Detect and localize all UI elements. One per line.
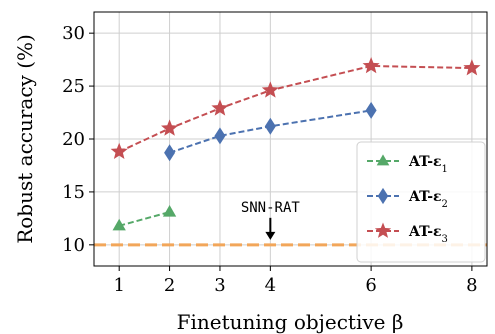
x-tick-label: 3 <box>214 275 225 296</box>
y-axis-ticks: 10 15 20 25 30 <box>62 23 94 256</box>
legend-label: AT-ε1 <box>408 154 448 175</box>
data-point <box>214 127 226 145</box>
data-point <box>362 56 380 74</box>
data-point <box>161 119 179 136</box>
data-point <box>365 101 377 119</box>
data-point <box>264 117 276 135</box>
annotation-label: SNN-RAT <box>241 200 301 216</box>
y-tick-label: 15 <box>62 182 85 203</box>
grid <box>94 12 487 266</box>
data-point <box>463 59 481 76</box>
series-group <box>110 56 481 231</box>
legend-marker <box>374 222 392 238</box>
legend-marker <box>376 154 390 166</box>
data-point <box>110 142 128 159</box>
data-point <box>112 218 126 231</box>
x-tick-label: 1 <box>113 275 124 296</box>
series-line <box>169 109 372 154</box>
series-line <box>118 211 170 227</box>
legend-marker <box>377 187 389 205</box>
data-point <box>162 205 177 217</box>
x-tick-label: 2 <box>164 275 175 296</box>
x-tick-label: 4 <box>265 275 276 296</box>
data-point <box>211 99 229 116</box>
x-tick-label: 6 <box>365 275 376 296</box>
series-line <box>118 64 472 153</box>
y-tick-label: 30 <box>62 23 85 44</box>
data-point <box>164 144 176 162</box>
y-axis-label: Robust accuracy (%) <box>13 34 37 244</box>
x-axis-label: Finetuning objective β <box>177 310 404 334</box>
x-tick-label: 8 <box>466 275 477 296</box>
y-tick-label: 25 <box>62 76 85 97</box>
legend: AT-ε1 AT-ε2 AT-ε3 <box>356 141 486 263</box>
legend-label: AT-ε3 <box>408 224 448 245</box>
data-point <box>261 81 279 98</box>
x-axis-ticks: 1 2 3 4 6 8 <box>113 266 478 296</box>
legend-label: AT-ε2 <box>408 189 448 210</box>
y-tick-label: 20 <box>62 129 85 150</box>
y-tick-label: 10 <box>62 235 85 256</box>
annotation-arrow-head <box>265 231 276 240</box>
annotations-group: SNN-RAT <box>241 200 301 240</box>
